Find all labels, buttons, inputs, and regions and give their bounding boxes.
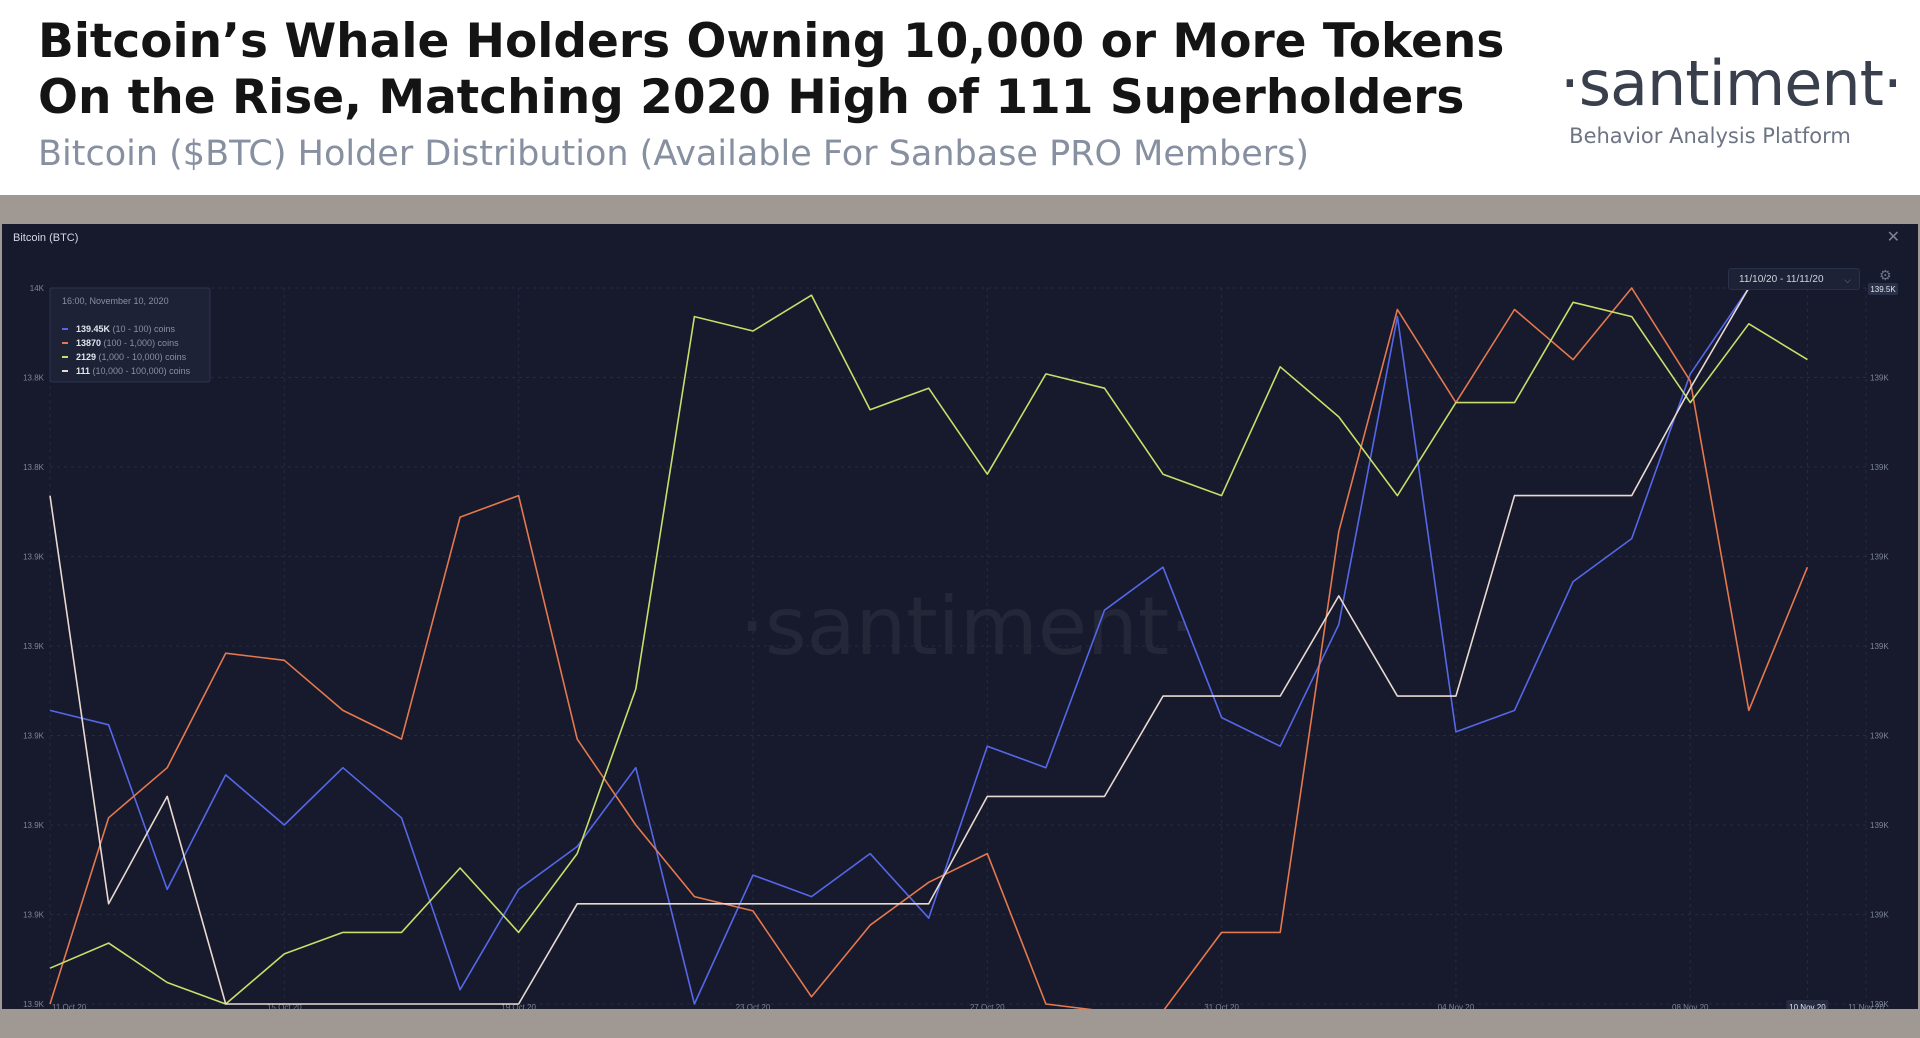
line-chart[interactable]: ·santiment· 13.9K 139K 13.9K 139K 13.9K 139K 13…	[2, 224, 1918, 1009]
x-tick-highlight	[1786, 1000, 1829, 1009]
y-tick-label-right: 139K	[1870, 553, 1889, 562]
current-value-label: 139.5K	[1870, 285, 1896, 294]
legend-value: 111	[76, 366, 93, 376]
close-icon[interactable]: ✕	[1886, 227, 1900, 246]
y-tick-label-right: 139K	[1870, 1000, 1889, 1009]
y-tick-label-right: 139K	[1870, 911, 1889, 920]
x-tick-label: 19 Oct 20	[501, 1003, 536, 1009]
x-tick-label: 23 Oct 20	[736, 1003, 771, 1009]
legend-range: (1,000 - 10,000) coins	[99, 352, 187, 362]
watermark: ·santiment·	[739, 580, 1194, 673]
brand-tagline: Behavior Analysis Platform	[1569, 124, 1851, 148]
x-tick-label: 08 Nov 20	[1672, 1003, 1709, 1009]
legend-value: 2129	[76, 352, 99, 362]
chevron-down-icon: ⌵	[1844, 275, 1851, 285]
date-range-picker[interactable]: 11/10/20 - 11/11/20 ⌵	[1728, 268, 1860, 290]
y-tick-label-left: 14K	[30, 284, 45, 293]
series-line-1	[49, 287, 1808, 1005]
x-tick-label: 10 Nov 20	[1789, 1003, 1826, 1009]
y-tick-label-right: 139K	[1870, 463, 1889, 472]
x-tick-label: 11 Nov 20	[1848, 1003, 1884, 1009]
x-tick-label: 27 Oct 20	[970, 1003, 1005, 1009]
tooltip-box	[49, 287, 211, 383]
current-value-badge	[1868, 283, 1898, 295]
chart-panel: ·santiment· 13.9K 139K 13.9K 139K 13.9K 139K 13…	[2, 224, 1918, 1009]
chart-frame: ·santiment· 13.9K 139K 13.9K 139K 13.9K 139K 13…	[0, 195, 1920, 1038]
y-tick-label-right: 139K	[1870, 821, 1889, 830]
legend-entry: 13870 (100 - 1,000) coins	[76, 338, 179, 348]
y-tick-label-left: 13.9K	[23, 911, 45, 920]
y-tick-label-right: 139K	[1870, 374, 1889, 383]
brand-name: ·santiment·	[1560, 47, 1903, 120]
page-subtitle: Bitcoin ($BTC) Holder Distribution (Avai…	[38, 134, 1310, 174]
y-tick-label-left: 13.9K	[23, 553, 45, 562]
y-tick-label-right: 139K	[1870, 732, 1889, 741]
x-tick-label: 11 Oct 20	[52, 1003, 87, 1009]
legend-range: (100 - 1,000) coins	[104, 338, 180, 348]
y-tick-label-left: 13.9K	[23, 1000, 45, 1009]
y-tick-label-left: 13.9K	[23, 821, 45, 830]
legend-value: 139.45K	[76, 324, 113, 334]
header: Bitcoin’s Whale Holders Owning 10,000 or…	[0, 0, 1920, 195]
series-line-3	[49, 294, 1808, 1005]
legend-entry: 2129 (1,000 - 10,000) coins	[76, 352, 187, 362]
legend-entry: 111 (10,000 - 100,000) coins	[76, 366, 191, 376]
panel-title: Bitcoin (BTC)	[13, 232, 79, 244]
tooltip-date: 16:00, November 10, 2020	[62, 296, 169, 306]
legend-entry: 139.45K (10 - 100) coins	[76, 324, 176, 334]
y-tick-label-left: 13.8K	[23, 374, 45, 383]
legend-range: (10,000 - 100,000) coins	[93, 366, 191, 376]
date-range-label: 11/10/20 - 11/11/20	[1739, 274, 1824, 285]
y-tick-label-left: 13.9K	[23, 642, 45, 651]
y-tick-label-right: 139K	[1870, 642, 1889, 651]
x-tick-label: 15 Oct 20	[267, 1003, 302, 1009]
legend-range: (10 - 100) coins	[113, 324, 176, 334]
series-line-4	[49, 287, 1808, 1005]
y-tick-label-left: 13.9K	[23, 732, 45, 741]
brand-logo: ·santiment· Behavior Analysis Platform	[1560, 46, 1903, 148]
page-title: Bitcoin’s Whale Holders Owning 10,000 or…	[38, 14, 1505, 125]
legend-value: 13870	[76, 338, 104, 348]
x-tick-label: 31 Oct 20	[1204, 1003, 1239, 1009]
x-tick-label: 04 Nov 20	[1438, 1003, 1475, 1009]
y-tick-label-left: 13.8K	[23, 463, 45, 472]
gear-icon[interactable]: ⚙	[1879, 268, 1892, 284]
series-line-2	[49, 287, 1809, 1009]
